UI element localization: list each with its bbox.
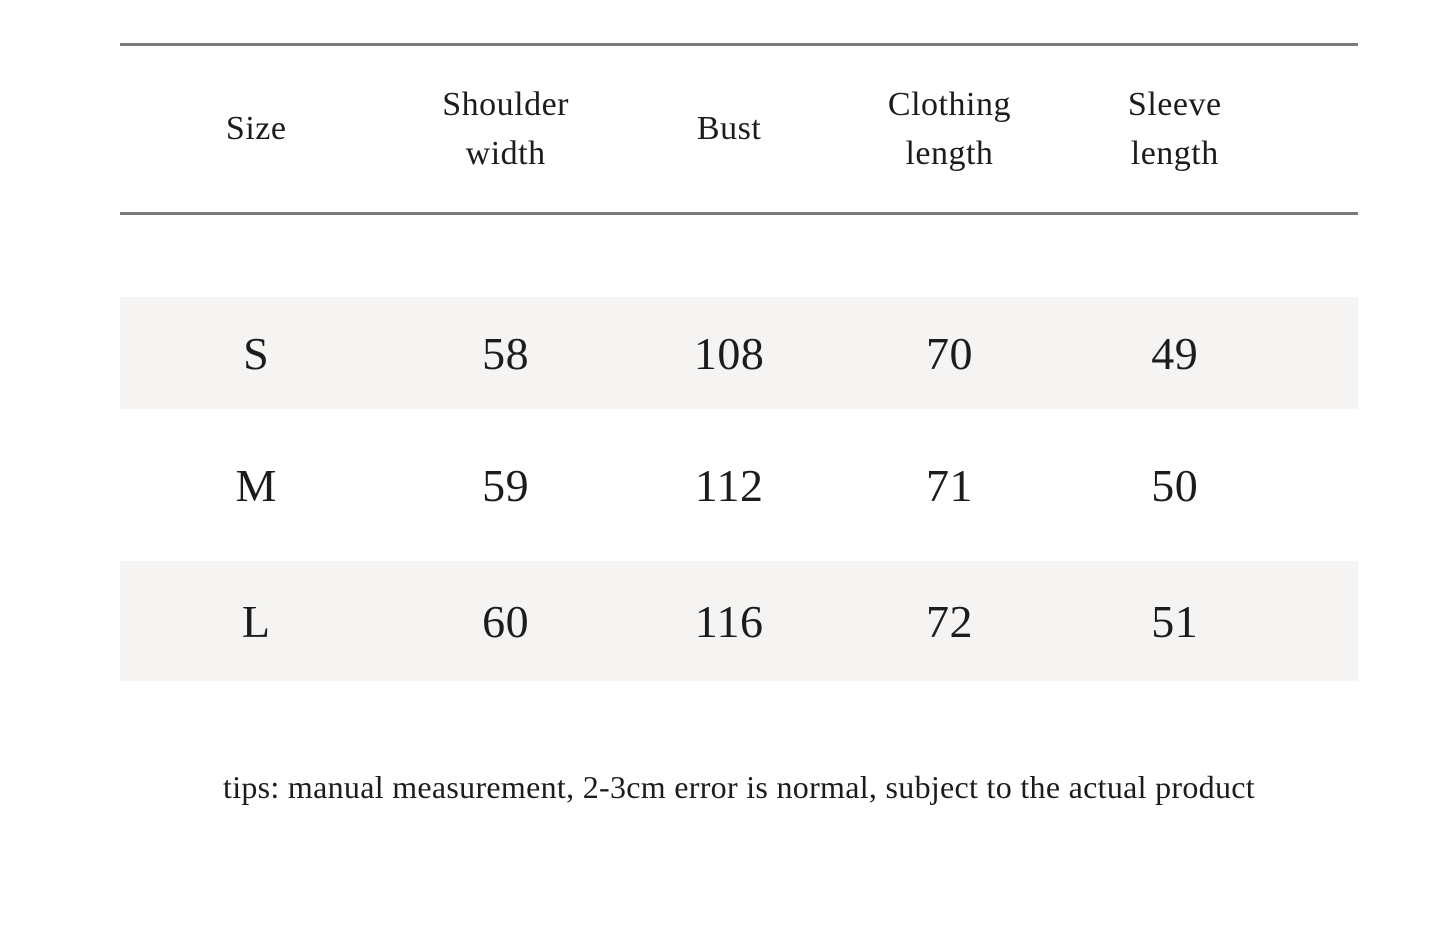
column-header-size: Size: [120, 104, 392, 153]
table-row-size-s: S 58 108 70 49: [120, 297, 1358, 409]
column-header-bust-label: Bust: [696, 110, 762, 148]
column-header-shoulder-width: Shoulder width: [392, 80, 619, 179]
column-header-sleeve-length: Sleeve length: [1060, 80, 1290, 179]
table-row-size-l: L 60 116 72 51: [120, 561, 1358, 681]
table-row-size-m: M 59 112 71 50: [120, 409, 1358, 561]
cell-clothing-length: 72: [925, 595, 973, 647]
cell-shoulder-width: 58: [482, 327, 530, 379]
cell-size: L: [241, 595, 271, 647]
cell-bust: 116: [694, 595, 764, 647]
column-header-bust: Bust: [619, 104, 839, 153]
cell-size: S: [243, 327, 270, 379]
size-chart-page: Size Shoulder width Bust Clothing length…: [0, 43, 1445, 940]
column-header-size-label: Size: [225, 110, 287, 148]
table-header-row: Size Shoulder width Bust Clothing length…: [120, 43, 1358, 215]
column-header-sleeve-length-label: Sleeve length: [1127, 85, 1222, 172]
measurement-tip-text: tips: manual measurement, 2-3cm error is…: [223, 769, 1255, 805]
column-header-clothing-length-label: Clothing length: [887, 85, 1011, 172]
cell-shoulder-width: 59: [482, 459, 530, 511]
cell-shoulder-width: 60: [482, 595, 530, 647]
cell-size: M: [235, 459, 277, 511]
cell-sleeve-length: 49: [1151, 327, 1199, 379]
cell-clothing-length: 71: [925, 459, 973, 511]
cell-clothing-length: 70: [925, 327, 973, 379]
size-table: Size Shoulder width Bust Clothing length…: [120, 43, 1358, 681]
cell-sleeve-length: 50: [1151, 459, 1199, 511]
cell-bust: 112: [694, 459, 764, 511]
column-header-clothing-length: Clothing length: [839, 80, 1059, 179]
column-header-shoulder-width-label: Shoulder width: [442, 85, 570, 172]
cell-sleeve-length: 51: [1151, 595, 1199, 647]
cell-bust: 108: [693, 327, 765, 379]
table-body: S 58 108 70 49 M 59 112 71 50 L 60 116 7…: [120, 297, 1358, 681]
